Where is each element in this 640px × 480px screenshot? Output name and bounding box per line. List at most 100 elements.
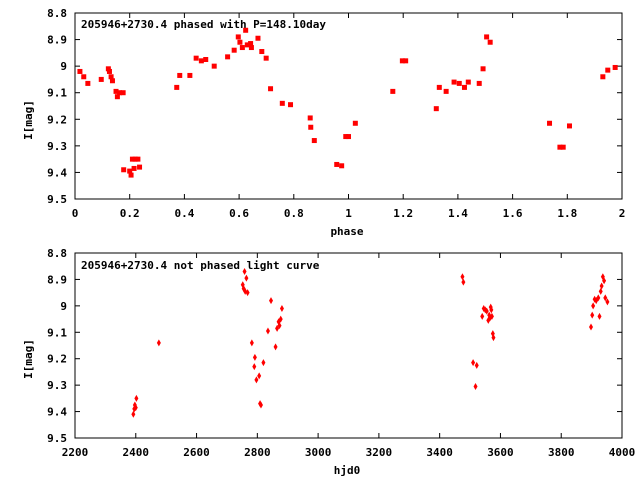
phased-data-point bbox=[547, 120, 553, 126]
phased-x-tick-label: 1.6 bbox=[503, 207, 523, 220]
unphased-data-point bbox=[491, 334, 496, 342]
phased-data-point bbox=[288, 102, 294, 108]
unphased-data-point bbox=[480, 312, 485, 320]
unphased-data-point bbox=[460, 273, 465, 281]
unphased-data-point bbox=[265, 327, 270, 335]
unphased-data-point bbox=[131, 410, 136, 418]
unphased-data-point bbox=[258, 401, 263, 409]
phased-data-point bbox=[259, 49, 265, 55]
phased-data-point bbox=[399, 58, 405, 64]
phased-data-point bbox=[334, 161, 340, 167]
phased-data-point bbox=[476, 80, 482, 86]
unphased-x-tick-label: 2200 bbox=[62, 446, 89, 459]
phased-data-point bbox=[77, 68, 83, 74]
phased-data-point bbox=[135, 156, 141, 162]
unphased-chart-title: 205946+2730.4 not phased light curve bbox=[81, 259, 320, 272]
unphased-chart-panel: 205946+2730.4 not phased light curve hjd… bbox=[22, 247, 635, 477]
phased-data-point bbox=[339, 163, 345, 169]
phased-x-tick-label: 0.4 bbox=[174, 207, 194, 220]
phased-data-point bbox=[480, 66, 486, 72]
phased-data-point bbox=[248, 41, 254, 47]
phased-data-point bbox=[343, 134, 349, 140]
unphased-data-point bbox=[156, 339, 161, 347]
phased-data-point bbox=[461, 84, 467, 90]
unphased-plot-frame bbox=[74, 252, 623, 439]
phased-x-tick-label: 2 bbox=[619, 207, 626, 220]
phased-data-point bbox=[128, 172, 134, 178]
unphased-data-point bbox=[489, 312, 494, 320]
phased-data-point bbox=[307, 115, 313, 121]
unphased-data-point bbox=[591, 302, 596, 310]
phased-data-point bbox=[436, 84, 442, 90]
phased-data-point bbox=[117, 90, 123, 96]
phased-data-point bbox=[174, 84, 180, 90]
unphased-data-point bbox=[598, 287, 603, 295]
unphased-data-point bbox=[134, 394, 139, 402]
phased-y-tick-label: 9.2 bbox=[47, 113, 67, 126]
unphased-data-point bbox=[473, 382, 478, 390]
phased-data-point bbox=[105, 66, 111, 72]
unphased-chart-ylabel: I[mag] bbox=[22, 339, 35, 379]
unphased-data-point bbox=[489, 306, 494, 314]
unphased-data-point bbox=[242, 268, 247, 275]
phased-data-point bbox=[255, 35, 261, 41]
phased-data-point bbox=[121, 167, 127, 173]
phased-data-point bbox=[456, 80, 462, 86]
phased-data-point bbox=[557, 144, 563, 150]
phased-data-point bbox=[137, 164, 143, 170]
phased-data-point bbox=[465, 79, 471, 85]
unphased-x-tick-label: 3800 bbox=[548, 446, 575, 459]
phased-data-point bbox=[120, 90, 126, 96]
phased-data-point bbox=[131, 165, 137, 171]
unphased-data-point bbox=[245, 289, 250, 297]
phased-data-point bbox=[129, 156, 135, 162]
unphased-x-tick-label: 3600 bbox=[487, 446, 514, 459]
phased-data-point bbox=[203, 57, 209, 62]
unphased-data-point bbox=[599, 282, 604, 290]
unphased-y-tick-label: 9.4 bbox=[47, 406, 67, 419]
unphased-data-point bbox=[273, 343, 278, 351]
phased-data-point bbox=[403, 58, 409, 64]
phased-x-tick-label: 1.8 bbox=[557, 207, 577, 220]
unphased-data-point bbox=[249, 339, 254, 347]
phased-y-tick-label: 8.8 bbox=[47, 7, 67, 20]
phased-data-point bbox=[235, 34, 241, 40]
phased-data-point bbox=[211, 63, 217, 69]
unphased-data-point bbox=[277, 322, 282, 330]
phased-data-point bbox=[612, 64, 618, 70]
phased-x-tick-label: 1 bbox=[345, 207, 352, 220]
phased-data-point bbox=[132, 156, 138, 162]
unphased-data-point bbox=[252, 353, 257, 361]
phased-data-point bbox=[177, 72, 183, 78]
unphased-data-point bbox=[471, 359, 476, 367]
unphased-y-tick-label: 9.5 bbox=[47, 432, 67, 445]
phased-chart-title: 205946+2730.4 phased with P=148.10day bbox=[81, 18, 326, 31]
phased-data-point bbox=[311, 138, 317, 144]
phased-data-point bbox=[268, 86, 274, 92]
phased-data-point bbox=[85, 80, 91, 86]
unphased-data-point bbox=[597, 312, 602, 320]
phased-data-point bbox=[109, 78, 115, 84]
unphased-data-point bbox=[596, 294, 601, 302]
unphased-x-tick-label: 2800 bbox=[244, 446, 271, 459]
unphased-y-tick-label: 9.1 bbox=[47, 326, 67, 339]
unphased-data-point bbox=[254, 376, 259, 384]
phased-data-point bbox=[231, 47, 237, 53]
unphased-y-tick-label: 9 bbox=[60, 300, 67, 313]
phased-x-tick-label: 0 bbox=[72, 207, 79, 220]
unphased-y-tick-label: 9.3 bbox=[47, 379, 67, 392]
phased-y-tick-label: 9.5 bbox=[47, 193, 67, 206]
phased-data-point bbox=[451, 79, 457, 85]
phased-data-point bbox=[113, 88, 119, 94]
phased-y-tick-label: 9.1 bbox=[47, 87, 67, 100]
phased-data-point bbox=[352, 120, 358, 126]
phased-data-point bbox=[114, 94, 120, 100]
phased-data-point bbox=[244, 42, 250, 48]
phased-data-point bbox=[239, 45, 245, 51]
phased-y-tick-label: 8.9 bbox=[47, 34, 67, 47]
unphased-data-point bbox=[589, 323, 594, 331]
unphased-data-point bbox=[278, 315, 283, 323]
phased-data-point bbox=[187, 72, 193, 78]
phased-data-point bbox=[263, 55, 269, 61]
phased-chart-ylabel: I[mag] bbox=[22, 100, 35, 140]
